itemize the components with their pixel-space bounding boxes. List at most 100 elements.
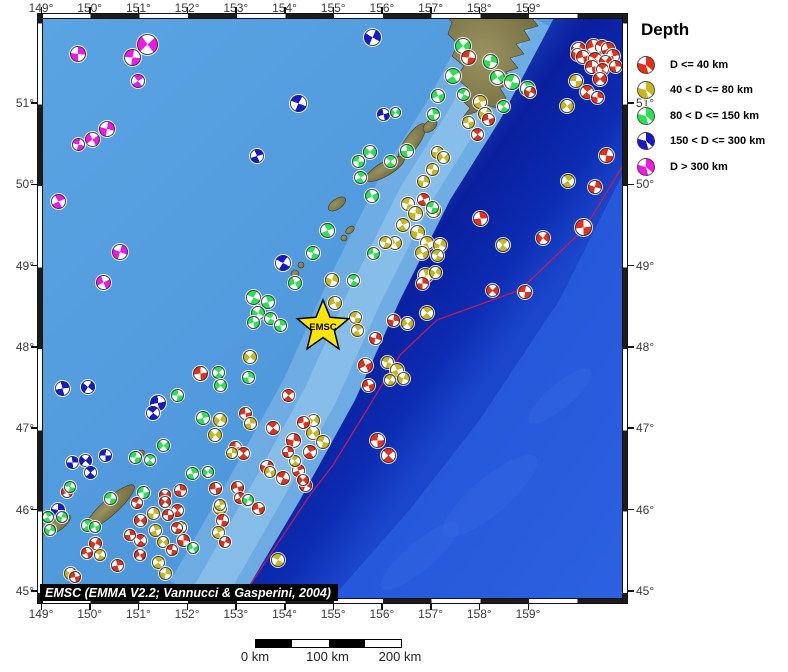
focal-mechanism-beachball [328, 296, 342, 310]
latitude-label-left: 49° [15, 258, 34, 273]
legend-items: D <= 40 km 40 < D <= 80 km 80 < D <= 150 k… [637, 52, 787, 180]
focal-mechanism-beachball [303, 445, 317, 459]
focal-mechanism-beachball [353, 170, 367, 184]
map-frame-left [37, 13, 43, 604]
latitude-tick-left [31, 590, 37, 592]
longitude-label-bottom: 149° [28, 607, 54, 621]
latitude-label-right: 45° [636, 583, 655, 598]
focal-mechanism-beachball [363, 28, 381, 46]
longitude-tick-bottom [332, 604, 335, 610]
longitude-tick-top [284, 7, 286, 13]
focal-mechanism-beachball [472, 210, 488, 226]
focal-mechanism-beachball [54, 380, 70, 396]
focal-mechanism-beachball [415, 246, 429, 260]
focal-mechanism-beachball [396, 218, 410, 232]
attribution-banner: EMSC (EMMA V2.2; Vannucci & Gasperini, 2… [40, 584, 338, 601]
focal-mechanism-beachball [70, 46, 86, 62]
focal-mechanism-beachball [485, 283, 499, 297]
focal-mechanism-beachball [400, 316, 414, 330]
longitude-label-bottom: 156° [369, 607, 395, 621]
map[interactable]: EMSC EMSC (EMMA V2.2; Vannucci & Gasperi… [40, 16, 625, 601]
focal-mechanism-beachball [226, 447, 238, 459]
focal-mechanism-beachball [368, 331, 382, 345]
focal-mechanism-beachball [211, 525, 225, 539]
depth-class-beachball-icon [637, 81, 655, 100]
focal-mechanism-beachball [365, 189, 379, 203]
focal-mechanism-beachball [276, 471, 290, 485]
depth-class-beachball-icon [637, 106, 655, 125]
focal-mechanism-beachball [348, 310, 362, 324]
scale-bar-segment [256, 640, 293, 647]
focal-mechanism-beachball [213, 413, 227, 427]
longitude-tick-bottom [527, 604, 529, 610]
focal-mechanism-beachball [98, 448, 112, 462]
focal-mechanism-beachball [266, 421, 280, 435]
focal-mechanism-beachball [560, 99, 574, 113]
focal-mechanism-beachball [386, 313, 400, 327]
beachball-layer [40, 16, 625, 601]
focal-mechanism-beachball [196, 411, 210, 425]
depth-class-beachball-icon [637, 132, 655, 151]
focal-mechanism-beachball [361, 378, 375, 392]
latitude-label-right: 47° [636, 421, 655, 436]
scale-bar-label: 200 km [378, 649, 422, 664]
focal-mechanism-beachball [81, 380, 95, 394]
focal-mechanism-beachball [325, 273, 339, 287]
longitude-tick-bottom [89, 604, 91, 610]
epicenter-star[interactable] [295, 298, 351, 351]
legend-item: D > 300 km [637, 154, 787, 180]
focal-mechanism-beachball [162, 509, 174, 521]
focal-mechanism-beachball [263, 311, 277, 325]
focal-mechanism-beachball [208, 481, 222, 495]
longitude-tick-bottom [381, 604, 383, 610]
legend-item-label: 40 < D <= 80 km [670, 84, 753, 97]
focal-mechanism-beachball [208, 428, 222, 442]
focal-mechanism-beachball [369, 432, 385, 448]
abyss-texture [528, 368, 592, 424]
focal-mechanism-beachball [187, 542, 199, 554]
focal-mechanism-beachball [148, 523, 162, 537]
focal-mechanism-beachball [281, 388, 295, 402]
focal-mechanism-beachball [285, 432, 301, 448]
focal-mechanism-beachball [202, 466, 214, 478]
legend-item: D <= 40 km [637, 52, 787, 78]
focal-mechanism-beachball [213, 378, 227, 392]
focal-mechanism-beachball [261, 295, 275, 309]
latitude-tick-right [628, 264, 634, 267]
latitude-label-left: 50° [15, 177, 34, 192]
focal-mechanism-beachball [588, 180, 602, 194]
latitude-tick-right [628, 427, 634, 429]
longitude-tick-top [89, 7, 91, 13]
focal-mechanism-beachball [416, 174, 430, 188]
focal-mechanism-beachball [156, 438, 170, 452]
legend-title: Depth [641, 20, 690, 39]
focal-mechanism-beachball [574, 218, 592, 236]
focal-mechanism-beachball [69, 571, 81, 583]
focal-mechanism-beachball [536, 231, 550, 245]
focal-mechanism-beachball [64, 481, 76, 493]
focal-mechanism-beachball [376, 107, 390, 121]
latitude-label-left: 45° [15, 583, 34, 598]
scale-bar-segment [328, 640, 365, 647]
focal-mechanism-beachball [146, 406, 160, 420]
latitude-tick-left [31, 346, 37, 348]
abyss-texture [380, 522, 460, 590]
focal-mechanism-beachball [50, 193, 66, 209]
focal-mechanism-beachball [214, 499, 226, 511]
focal-mechanism-beachball [416, 192, 430, 206]
focal-mechanism-beachball [159, 496, 171, 508]
latitude-label-left: 51° [15, 96, 34, 110]
focal-mechanism-beachball [306, 246, 320, 260]
focal-mechanism-beachball [89, 521, 101, 533]
focal-mechanism-beachball [246, 315, 260, 329]
longitude-tick-top [235, 7, 237, 13]
focal-mechanism-beachball [56, 511, 68, 523]
abyssal-plain [330, 170, 625, 601]
focal-mechanism-beachball [420, 306, 434, 320]
focal-mechanism-beachball [456, 87, 470, 101]
focal-mechanism-beachball [598, 147, 614, 163]
focal-mechanism-beachball [133, 513, 147, 527]
focal-mechanism-beachball [157, 536, 169, 548]
epicenter-star-layer: EMSC [295, 298, 351, 351]
latitude-tick-left [31, 427, 37, 429]
